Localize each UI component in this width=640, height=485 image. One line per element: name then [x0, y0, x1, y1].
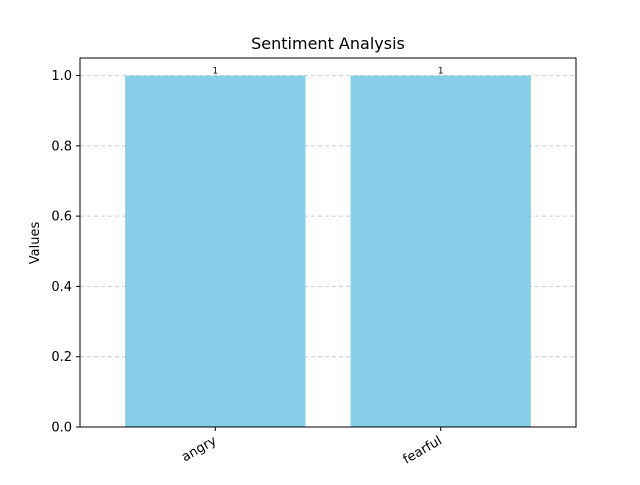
y-tick-label: 0.6 — [51, 210, 72, 225]
y-axis-label: Values — [28, 222, 43, 265]
y-axis-ticks: 0.0 0.2 0.4 0.6 0.8 1.0 — [51, 69, 80, 436]
chart-title: Sentiment Analysis — [251, 34, 405, 53]
plot-area-frame — [79, 57, 577, 428]
data-label-fearful: 1 — [438, 67, 444, 77]
bar-fearful — [350, 75, 531, 428]
y-tick-label: 0.4 — [51, 280, 72, 295]
y-tick-label: 0.8 — [51, 139, 72, 154]
data-label-angry: 1 — [212, 67, 218, 77]
y-tick-label: 1.0 — [51, 69, 72, 84]
bar-angry — [125, 75, 306, 428]
y-tick-label: 0.0 — [51, 421, 72, 436]
bar-layer — [125, 75, 531, 428]
y-tick-label: 0.2 — [51, 350, 72, 365]
